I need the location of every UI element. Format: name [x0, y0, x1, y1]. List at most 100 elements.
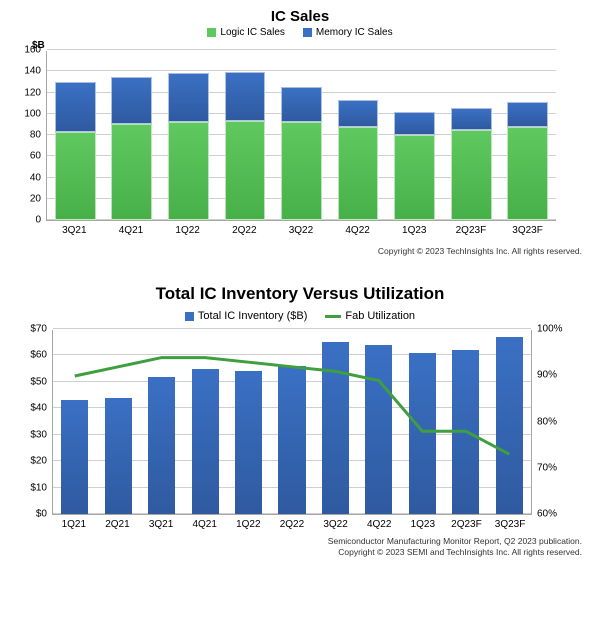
- top-bar-logic: [55, 132, 96, 220]
- bot-y-left-tick: $60: [30, 350, 53, 361]
- top-bar-memory: [111, 77, 152, 125]
- top-y-tick: 100: [24, 108, 47, 119]
- bottom-copyright-1: Semiconductor Manufacturing Monitor Repo…: [12, 536, 582, 547]
- bot-bar: [365, 345, 392, 514]
- inventory-util-chart: Total IC Inventory Versus Utilization To…: [12, 284, 588, 557]
- bot-bar-slot: [314, 330, 357, 514]
- top-bar-slot: [443, 51, 500, 220]
- bot-y-left-tick: $10: [30, 482, 53, 493]
- bot-y-right-tick: 90%: [531, 370, 557, 381]
- top-bar-memory: [281, 87, 322, 122]
- top-bar-memory: [168, 73, 209, 122]
- legend-inventory: Total IC Inventory ($B): [185, 310, 307, 322]
- top-copyright: Copyright © 2023 TechInsights Inc. All r…: [12, 246, 582, 256]
- top-bar-slot: [330, 51, 387, 220]
- top-x-label: 1Q22: [159, 225, 216, 236]
- top-x-label: 3Q21: [46, 225, 103, 236]
- bot-x-label: 4Q22: [357, 519, 401, 530]
- bot-bar-slot: [140, 330, 183, 514]
- bottom-plot-wrap: $0$10$20$30$40$50$60$7060%70%80%90%100% …: [52, 330, 532, 530]
- top-x-label: 1Q23: [386, 225, 443, 236]
- top-bar-memory: [225, 72, 266, 121]
- bot-bar: [105, 398, 132, 514]
- top-x-labels: 3Q214Q211Q222Q223Q224Q221Q232Q23F3Q23F: [46, 225, 556, 236]
- bot-bar-slot: [227, 330, 270, 514]
- top-bars: [47, 51, 556, 220]
- top-x-label: 2Q22: [216, 225, 273, 236]
- bottom-copyright: Semiconductor Manufacturing Monitor Repo…: [12, 536, 582, 557]
- top-plot-wrap: 020406080100120140160 3Q214Q211Q222Q223Q…: [46, 51, 556, 236]
- top-bar-memory: [55, 82, 96, 132]
- bottom-x-labels: 1Q212Q213Q214Q211Q222Q223Q224Q221Q232Q23…: [52, 519, 532, 530]
- top-gridline: [47, 49, 556, 50]
- bottom-title: Total IC Inventory Versus Utilization: [12, 284, 588, 304]
- bottom-legend: Total IC Inventory ($B) Fab Utilization: [12, 310, 588, 322]
- legend-logic-swatch: [207, 28, 216, 37]
- bot-bar: [409, 353, 436, 514]
- bottom-plot-area: $0$10$20$30$40$50$60$7060%70%80%90%100%: [52, 330, 532, 515]
- top-bar-slot: [273, 51, 330, 220]
- bot-bar-slot: [357, 330, 400, 514]
- legend-util: Fab Utilization: [325, 310, 415, 322]
- top-x-label: 2Q23F: [443, 225, 500, 236]
- top-bar-memory: [394, 112, 435, 135]
- bot-x-label: 2Q22: [270, 519, 314, 530]
- top-bar-slot: [217, 51, 274, 220]
- bot-bar-slot: [96, 330, 139, 514]
- legend-memory: Memory IC Sales: [303, 27, 393, 38]
- bot-y-left-tick: $40: [30, 403, 53, 414]
- top-bar-slot: [47, 51, 104, 220]
- legend-util-swatch: [325, 315, 341, 318]
- bot-x-label: 3Q22: [314, 519, 358, 530]
- bot-bar-slot: [270, 330, 313, 514]
- bot-bar: [192, 369, 219, 514]
- bot-bar-slot: [183, 330, 226, 514]
- top-y-tick: 40: [30, 172, 47, 183]
- top-bar-slot: [160, 51, 217, 220]
- legend-logic: Logic IC Sales: [207, 27, 284, 38]
- top-y-tick: 60: [30, 151, 47, 162]
- bot-bars: [53, 330, 531, 514]
- top-y-tick: 160: [24, 45, 47, 56]
- legend-logic-label: Logic IC Sales: [220, 27, 284, 38]
- top-bar-slot: [500, 51, 557, 220]
- bot-bar-slot: [53, 330, 96, 514]
- top-y-tick: 140: [24, 66, 47, 77]
- top-bar-logic: [507, 127, 548, 221]
- bot-bar: [61, 400, 88, 514]
- top-bar-logic: [338, 127, 379, 221]
- bot-x-label: 1Q22: [227, 519, 271, 530]
- top-y-tick: 80: [30, 130, 47, 141]
- legend-memory-swatch: [303, 28, 312, 37]
- bot-bar: [452, 350, 479, 514]
- bot-bar-slot: [401, 330, 444, 514]
- bot-bar: [496, 337, 523, 514]
- top-bar-slot: [386, 51, 443, 220]
- top-bar-logic: [281, 122, 322, 220]
- bot-y-right-tick: 80%: [531, 416, 557, 427]
- top-x-label: 3Q23F: [499, 225, 556, 236]
- top-x-label: 4Q22: [329, 225, 386, 236]
- top-legend: Logic IC Sales Memory IC Sales: [12, 27, 588, 38]
- bot-y-left-tick: $70: [30, 324, 53, 335]
- bot-bar-slot: [444, 330, 487, 514]
- bot-x-label: 1Q23: [401, 519, 445, 530]
- bot-x-label: 2Q23F: [445, 519, 489, 530]
- top-bar-slot: [104, 51, 161, 220]
- top-x-label: 4Q21: [103, 225, 160, 236]
- ic-sales-chart: IC Sales Logic IC Sales Memory IC Sales …: [12, 8, 588, 256]
- bot-bar: [235, 371, 262, 514]
- bot-gridline: [53, 328, 531, 329]
- legend-util-label: Fab Utilization: [345, 310, 415, 322]
- top-y-tick: 0: [35, 215, 47, 226]
- top-y-tick: 120: [24, 87, 47, 98]
- top-bar-memory: [507, 102, 548, 126]
- legend-inventory-label: Total IC Inventory ($B): [198, 310, 307, 322]
- bot-x-label: 3Q23F: [488, 519, 532, 530]
- bot-bar-slot: [488, 330, 531, 514]
- bot-y-left-tick: $20: [30, 456, 53, 467]
- top-plot-area: 020406080100120140160: [46, 51, 556, 221]
- bot-x-label: 2Q21: [96, 519, 140, 530]
- top-bar-logic: [225, 121, 266, 220]
- legend-inventory-swatch: [185, 312, 194, 321]
